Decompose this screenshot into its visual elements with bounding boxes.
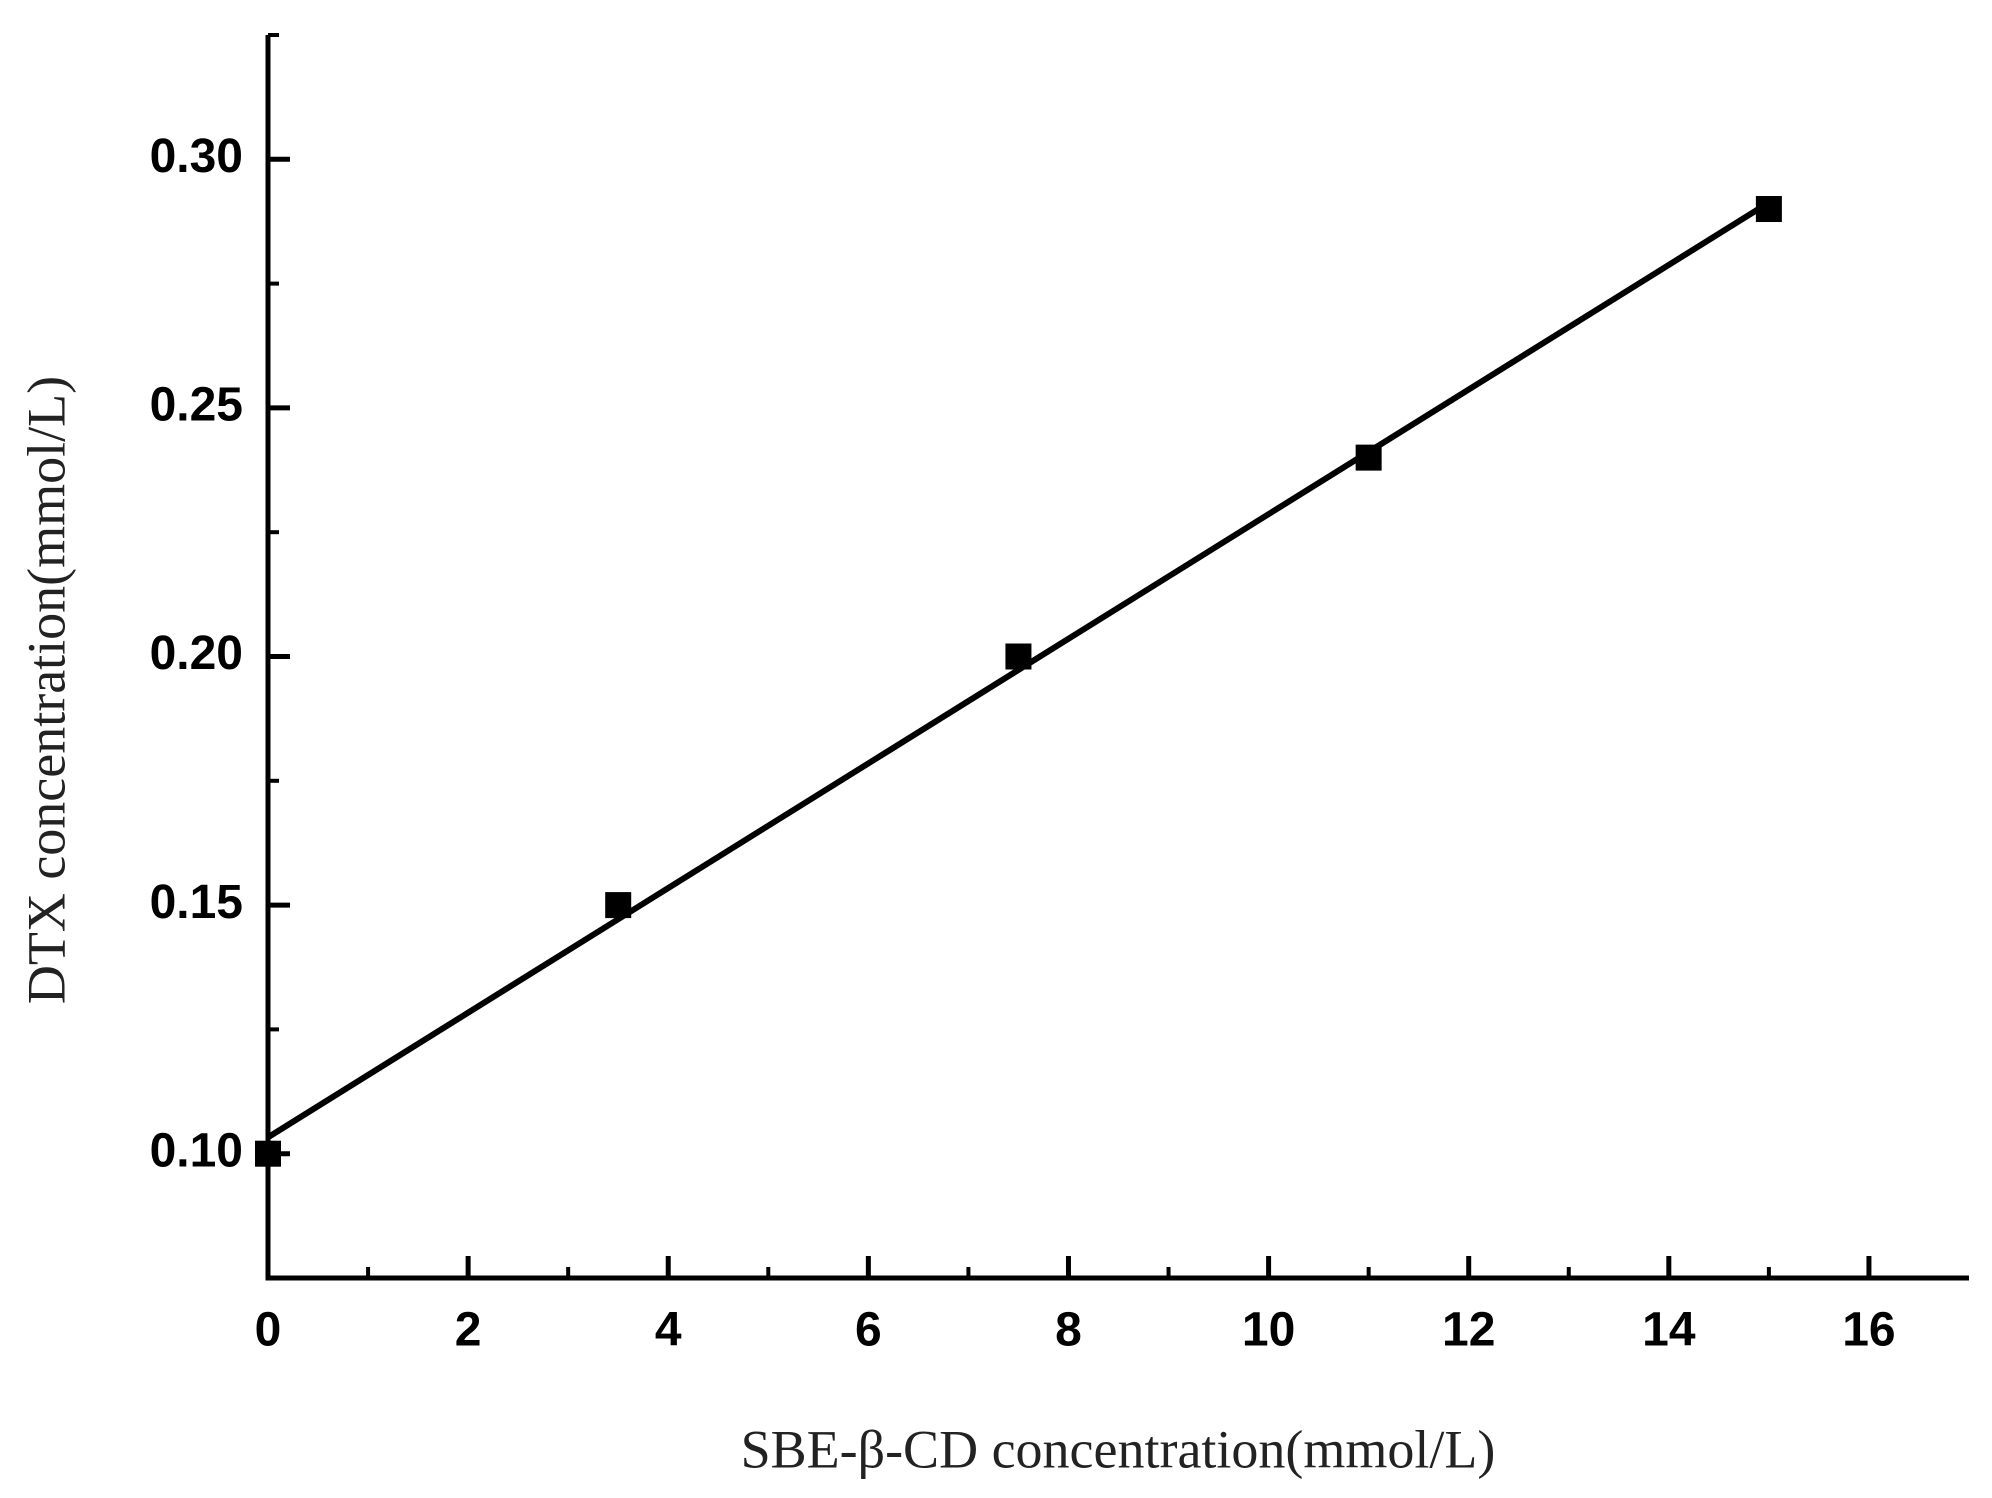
fit-line: [266, 200, 1771, 1140]
x-tick-label: 8: [1055, 1304, 1082, 1357]
y-tick-label: 0.30: [150, 130, 243, 183]
x-tick-label: 12: [1442, 1304, 1495, 1357]
x-tick-label: 16: [1842, 1304, 1895, 1357]
y-axis-label: DTX concentration(mmol/L): [16, 376, 76, 1004]
y-tick-label: 0.10: [150, 1124, 243, 1177]
y-tick-label: 0.25: [150, 379, 243, 432]
x-tick-label: 6: [855, 1304, 882, 1357]
x-tick-label: 4: [655, 1304, 682, 1357]
y-tick-label: 0.15: [150, 876, 243, 929]
data-point: [255, 1140, 281, 1167]
x-tick-label: 2: [455, 1304, 482, 1357]
y-tick-label: 0.20: [150, 627, 243, 680]
x-tick-label: 0: [255, 1304, 282, 1357]
x-tick-label: 10: [1242, 1304, 1295, 1357]
x-axis-label: SBE-β-CD concentration(mmol/L): [741, 1419, 1496, 1479]
x-tick-label: 14: [1642, 1304, 1696, 1357]
